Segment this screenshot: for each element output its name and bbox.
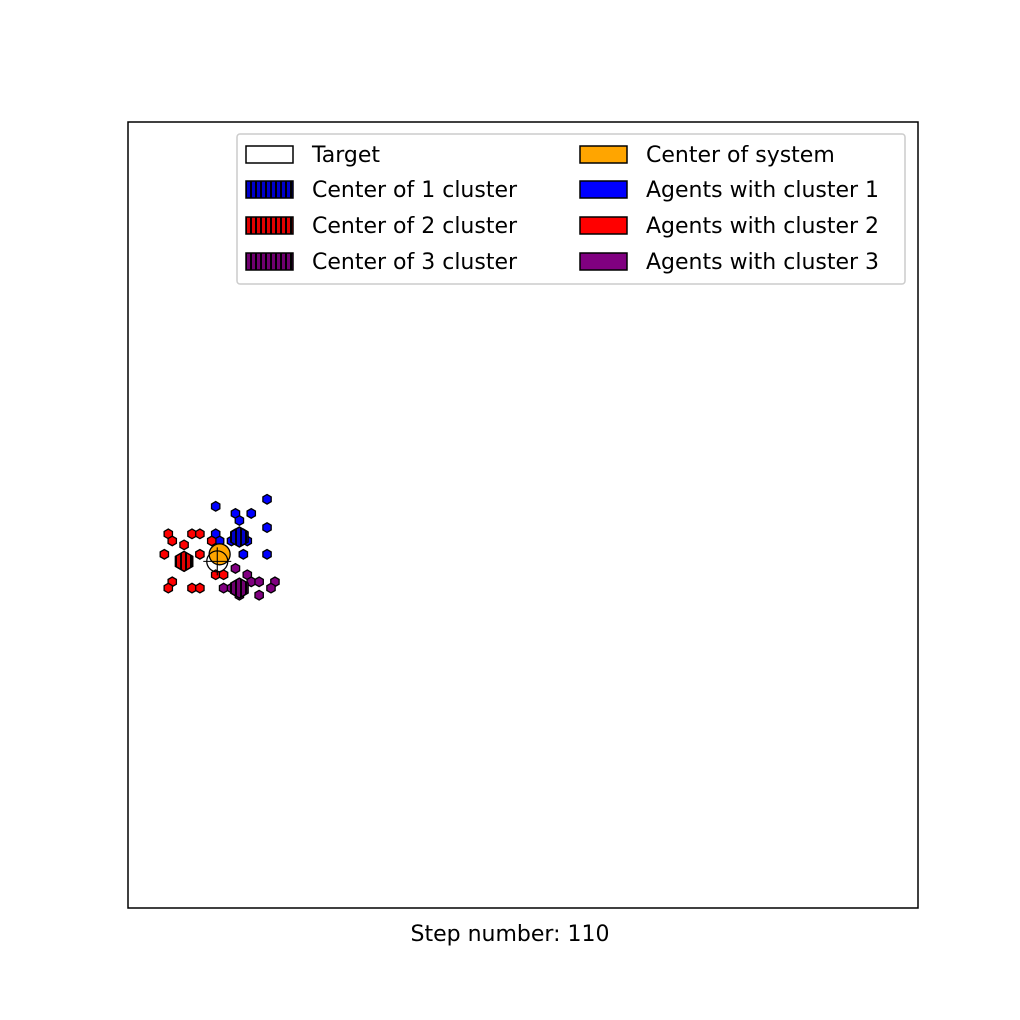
agent-point-cluster-1-14 — [238, 548, 249, 560]
legend-item-center-of-system: Center of system — [579, 143, 835, 168]
agent-point-cluster-2-13 — [187, 582, 197, 594]
legend-label-center-cluster-1: Center of 1 cluster — [312, 178, 518, 203]
cluster-2-center-hatch — [174, 550, 194, 573]
agent-point-cluster-1-6 — [262, 522, 272, 534]
agent-point-cluster-2-3 — [187, 528, 197, 540]
agent-point-cluster-3-10 — [254, 589, 264, 601]
agent-point-cluster-2-8 — [195, 548, 205, 560]
agent-point-cluster-3-4 — [254, 576, 264, 588]
agents-layer — [159, 493, 280, 601]
legend-item-center-cluster-1: Center of 1 cluster — [245, 178, 518, 203]
legend-label-agents-cluster-3: Agents with cluster 3 — [646, 250, 879, 275]
legend-label-target: Target — [311, 143, 380, 168]
agent-point-cluster-1-15 — [262, 548, 272, 560]
legend-label-center-of-system: Center of system — [646, 143, 835, 168]
agent-point-cluster-2-14 — [195, 582, 205, 594]
legend-swatch-target — [245, 145, 294, 164]
legend-label-agents-cluster-1: Agents with cluster 1 — [646, 178, 879, 203]
legend-item-agents-cluster-1: Agents with cluster 1 — [579, 178, 879, 203]
agent-point-cluster-2-7 — [159, 548, 170, 560]
legend-swatch-center-cluster-3-hatch — [245, 252, 294, 271]
legend-swatch-center-of-system — [579, 145, 628, 164]
legend-swatch-center-cluster-1-hatch — [245, 180, 294, 199]
legend-item-agents-cluster-3: Agents with cluster 3 — [579, 250, 879, 275]
legend-swatch-agents-cluster-2 — [579, 216, 628, 235]
agent-point-cluster-2-6 — [179, 539, 189, 551]
cluster-3-center-hatch — [230, 577, 249, 599]
legend-swatch-agents-cluster-1 — [579, 180, 628, 199]
agent-point-cluster-1-1 — [210, 500, 221, 512]
agent-point-cluster-3-1 — [230, 562, 241, 575]
legend-frame — [236, 133, 906, 285]
legend-item-center-cluster-3: Center of 3 cluster — [245, 250, 518, 275]
legend-label-center-cluster-2: Center of 2 cluster — [312, 214, 518, 239]
legend-item-agents-cluster-2: Agents with cluster 2 — [579, 214, 879, 239]
agent-point-cluster-2-4 — [195, 528, 205, 540]
legend-label-center-cluster-3: Center of 3 cluster — [312, 250, 518, 275]
agent-point-cluster-1-4 — [262, 493, 272, 505]
agent-point-cluster-2-10 — [218, 569, 229, 581]
agent-point-cluster-3-7 — [266, 582, 276, 594]
agent-point-cluster-1-3 — [246, 507, 257, 519]
agent-point-cluster-2-5 — [206, 535, 217, 547]
legend-item-target: Target — [245, 143, 380, 168]
target-crosshair — [203, 547, 232, 576]
legend-swatch-agents-cluster-3 — [579, 252, 628, 271]
agent-point-cluster-3-6 — [218, 582, 229, 594]
step-number-label: Step number: 110 — [410, 922, 610, 947]
legend: Target Center of system Center of 1 clus… — [236, 133, 906, 285]
legend-label-agents-cluster-2: Agents with cluster 2 — [646, 214, 879, 239]
cluster-1-center-hatch — [230, 526, 249, 548]
agent-point-cluster-1-5 — [234, 514, 245, 527]
legend-item-center-cluster-2: Center of 2 cluster — [245, 214, 518, 239]
legend-swatch-center-cluster-2-hatch — [245, 216, 294, 235]
agent-point-cluster-2-2 — [167, 535, 178, 547]
agent-point-cluster-2-12 — [163, 582, 174, 594]
